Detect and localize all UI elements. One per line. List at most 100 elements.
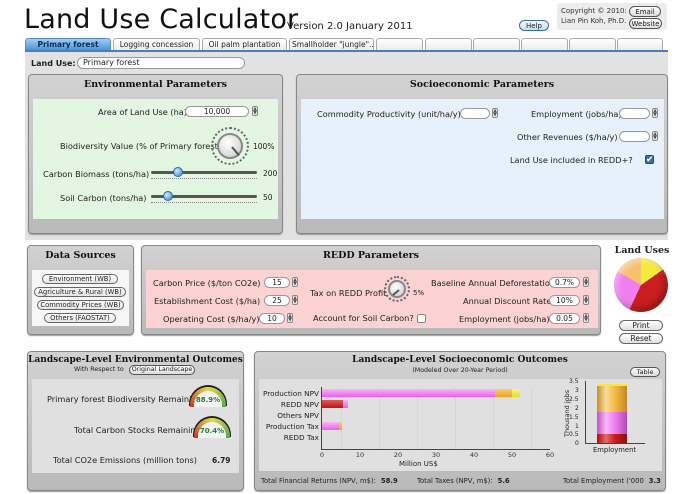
total-financial-value: 58.9 [380,477,398,485]
tab-empty-9[interactable] [569,38,616,50]
establishment-label: Establishment Cost ($/ha) [154,296,261,306]
deforestation-stepper[interactable]: ▲ ▼ [583,277,589,287]
carbon-biomass-label: Carbon Biomass (tons/ha) [43,169,150,179]
deforestation-label: Baseline Annual Deforestation [431,278,556,288]
x-tick: 50 [507,451,517,459]
tab-primary-forest[interactable]: Primary forest [25,38,111,50]
email-button[interactable]: Email [629,6,661,17]
x-axis-label: Million US$ [399,460,438,468]
soil-carbon-track[interactable] [151,195,257,198]
land-use-label: Land Use: [31,59,76,68]
employment-stepper[interactable]: ▲ ▼ [652,108,658,118]
website-button[interactable]: Website [629,18,662,29]
deforestation-input[interactable]: 0.7% [549,277,580,288]
socioeconomic-parameters-panel: Socioeconomic Parameters Commodity Produ… [296,74,668,234]
panel-title: Environmental Parameters [83,79,228,90]
bar-production-npv-pink [322,389,495,397]
other-revenues-stepper[interactable]: ▲ ▼ [652,131,658,141]
biodiversity-value: 100% [253,142,275,151]
discount-label: Annual Discount Rate [463,296,552,306]
carbon-price-input[interactable]: 15 [264,277,290,288]
panel-title: Landscape-Level Environmental Outcomes [28,355,243,365]
carbon-biomass-slider-thumb[interactable] [173,167,183,177]
employment-bar-red [597,434,627,443]
respect-label: With Respect to [74,366,124,373]
row-production-tax: Production Tax [265,422,319,431]
operating-label: Operating Cost ($/ha/y) [163,314,260,324]
bar-production-npv-yellow [512,389,520,397]
tab-logging-concession[interactable]: Logging concession [113,38,200,50]
area-stepper[interactable]: ▲ ▼ [252,106,258,116]
slider-ticks [151,199,257,203]
row-production-npv: Production NPV [263,389,319,398]
emissions-label: Total CO2e Emissions (million tons) [53,455,197,465]
biodiversity-remaining-label: Primary forest Biodiversity Remaining [47,394,202,404]
others-faostat-button[interactable]: Others (FAOSTAT) [44,313,116,323]
land-use-name-input[interactable]: Primary forest [77,57,245,69]
tab-empty-7[interactable] [473,38,520,50]
operating-stepper[interactable]: ▲ ▼ [287,313,293,323]
agriculture-rural-wb-button[interactable]: Agriculture & Rural (WB) [34,287,126,297]
discount-input[interactable]: 10% [549,295,580,306]
help-button[interactable]: Help [519,20,549,31]
socio-subtitle: (Modeled Over 20-Year Period) [412,367,508,374]
redd-included-checkbox[interactable]: ✔ [645,155,654,165]
area-input[interactable]: 10,000 [185,106,249,117]
row-redd-tax: REDD Tax [283,433,319,442]
row-redd-npv: REDD NPV [280,400,319,409]
tab-empty-8[interactable] [521,38,568,50]
carbon-biomass-track[interactable] [151,171,257,174]
total-taxes-value: 5.6 [497,477,510,485]
establishment-stepper[interactable]: ▲ ▼ [292,295,298,305]
redd-employment-stepper[interactable]: ▲ ▼ [583,313,589,323]
tab-oil-palm[interactable]: Oil palm plantation [202,38,287,50]
commodity-input[interactable] [460,108,490,119]
x-tick: 20 [393,451,403,459]
knob-pointer-icon [392,289,400,296]
biodiversity-knob[interactable] [217,133,243,159]
carbon-price-stepper[interactable]: ▲ ▼ [292,277,298,287]
tab-empty-10[interactable] [617,38,663,50]
total-taxes: Total Taxes (NPV, m$): 5.6 [417,477,510,485]
data-sources-panel: Data Sources Environment (WB) Agricultur… [27,245,134,335]
x-tick: 60 [545,451,555,459]
version-label: Version 2.0 January 2011 [287,21,413,32]
other-revenues-input[interactable] [619,131,650,142]
employment-bar-orange [597,386,627,412]
table-button[interactable]: Table [630,367,660,377]
tab-empty-6[interactable] [425,38,472,50]
author-text: Lian Pin Koh, Ph.D. [561,17,627,25]
gauge-arc [194,418,230,438]
soil-carbon-account-checkbox[interactable] [417,314,426,323]
reset-button[interactable]: Reset [619,333,663,344]
establishment-input[interactable]: 25 [264,295,290,306]
employment-category-label: Employment [593,446,637,454]
carbon-biomass-value: 200 [263,169,278,178]
x-tick: 10 [355,451,365,459]
redd-employment-input[interactable]: 0.05 [549,313,580,324]
land-uses-title: Land Uses [614,245,670,256]
print-button[interactable]: Print [619,320,663,331]
knob-ticks [384,276,410,302]
soil-carbon-slider-thumb[interactable] [163,191,173,201]
slider-ticks [151,175,257,179]
commodity-prices-wb-button[interactable]: Commodity Prices (WB) [37,300,124,310]
app-title: Land Use Calculator [24,4,299,35]
panel-title: Data Sources [45,250,116,261]
original-landscape-button[interactable]: Original Landscape [129,365,195,375]
discount-stepper[interactable]: ▲ ▼ [583,295,589,305]
environment-wb-button[interactable]: Environment (WB) [42,274,118,284]
tax-knob[interactable] [388,280,406,298]
other-revenues-label: Other Revenues ($/ha/y) [517,132,618,142]
operating-input[interactable]: 10 [259,313,285,324]
tab-smallholder[interactable]: Smallholder "jungle"... [289,38,374,50]
x-tick: 0 [319,451,325,459]
bar-production-tax-pink [322,422,339,430]
soil-carbon-account-label: Account for Soil Carbon? [313,313,414,323]
employment-label: Employment (jobs/ha) [531,109,622,119]
employment-input[interactable] [619,108,650,119]
total-financial-returns: Total Financial Returns (NPV, m$): 58.9 [261,477,398,485]
bar-redd-npv-pink [343,400,348,408]
tab-empty-5[interactable] [376,38,423,50]
commodity-stepper[interactable]: ▲ ▼ [492,108,498,118]
